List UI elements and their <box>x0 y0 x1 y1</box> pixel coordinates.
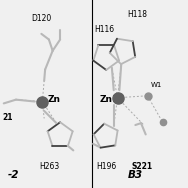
Text: H116: H116 <box>94 25 114 34</box>
Text: B3: B3 <box>128 171 143 180</box>
Text: H196: H196 <box>96 162 116 171</box>
Text: H118: H118 <box>127 10 147 19</box>
Text: 21: 21 <box>2 113 12 122</box>
Text: W1: W1 <box>150 82 162 88</box>
Text: Zn: Zn <box>48 95 61 104</box>
Text: -2: -2 <box>7 171 19 180</box>
Text: D120: D120 <box>31 14 52 23</box>
Text: Zn1: Zn1 <box>100 95 119 104</box>
Text: H263: H263 <box>40 162 60 171</box>
Text: S221: S221 <box>132 162 153 171</box>
